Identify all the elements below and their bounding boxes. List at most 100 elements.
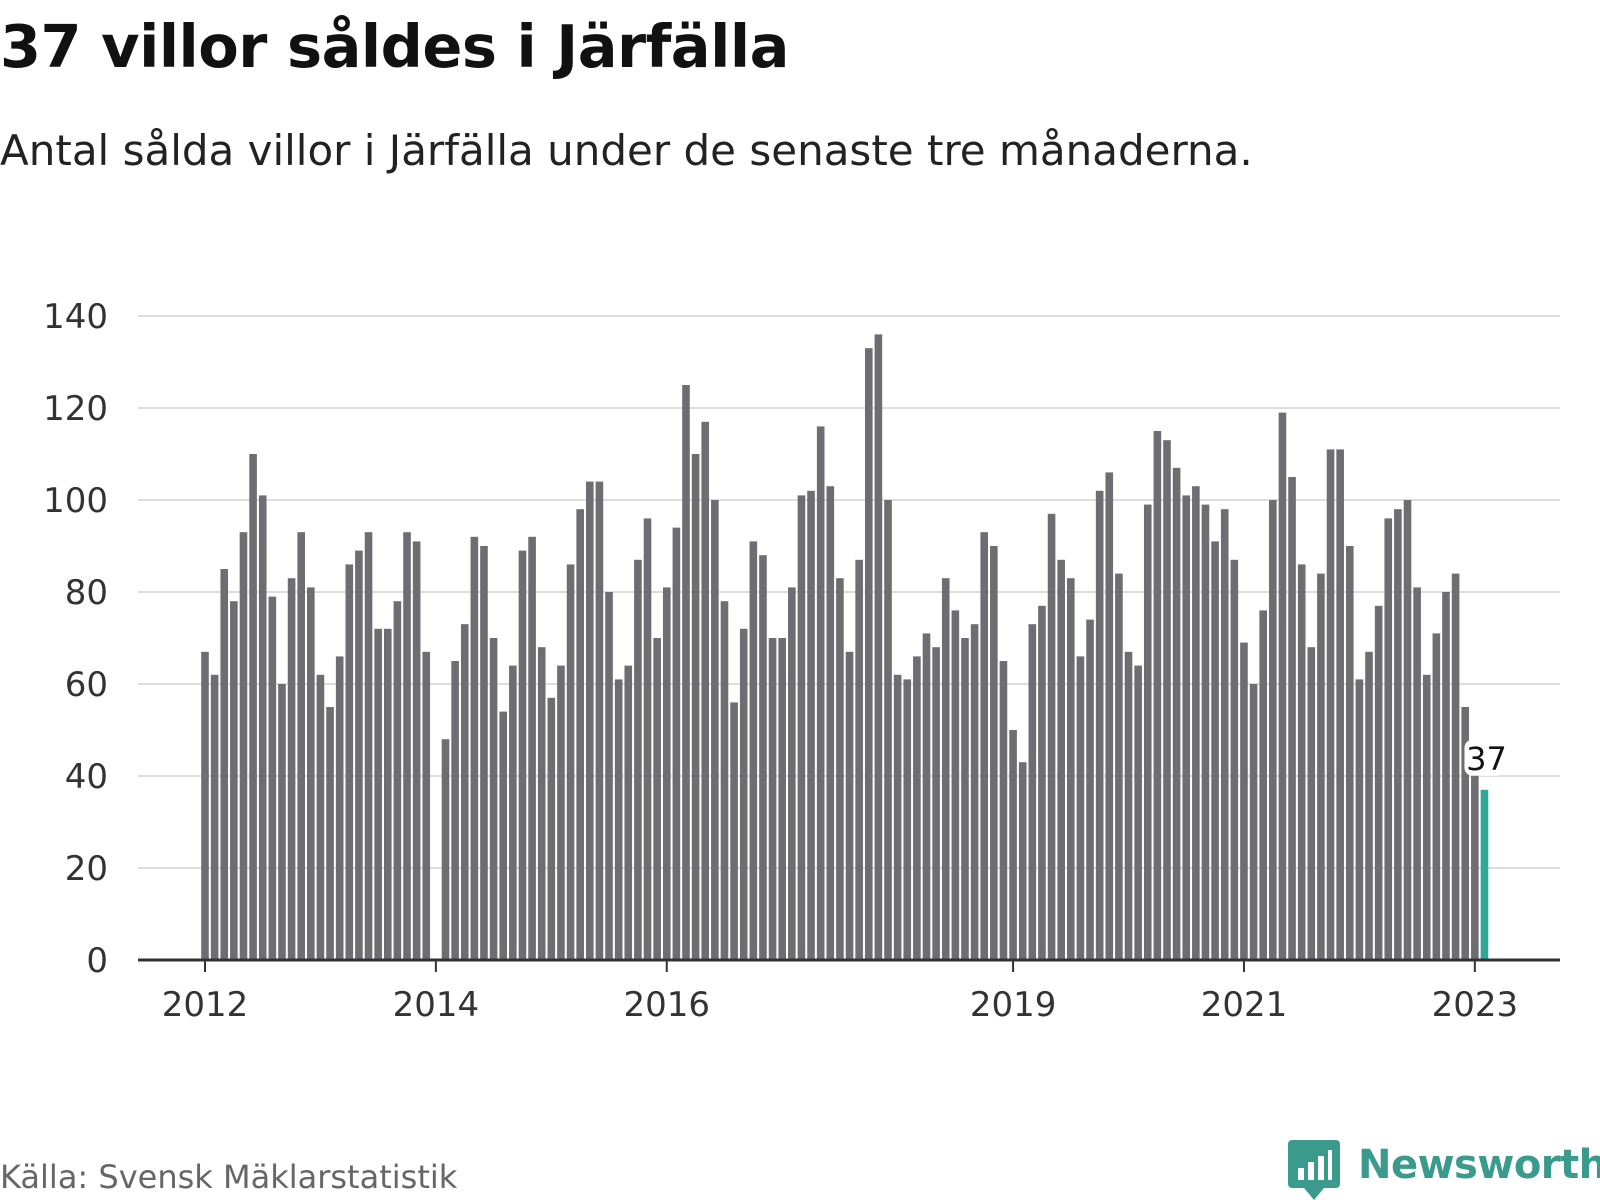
bar	[961, 638, 969, 960]
data-label: 37	[1466, 740, 1507, 778]
bar	[662, 587, 671, 960]
bar	[1249, 684, 1258, 960]
source-note: Källa: Svensk Mäklarstatistik	[0, 1158, 458, 1196]
bar	[239, 532, 248, 960]
bar	[749, 541, 758, 960]
bar	[730, 702, 738, 960]
y-tick-label: 80	[65, 573, 108, 613]
bar	[1403, 500, 1412, 960]
bar	[403, 532, 411, 960]
bar	[1422, 674, 1431, 960]
bar	[1413, 587, 1421, 960]
bar	[1211, 541, 1219, 960]
bar	[307, 587, 315, 960]
bar	[922, 633, 931, 960]
y-tick-label: 0	[86, 941, 108, 981]
y-tick-label: 20	[65, 849, 108, 889]
bar	[499, 711, 508, 960]
bar	[1297, 564, 1306, 960]
bars	[201, 334, 1489, 961]
bar	[816, 426, 825, 960]
bar	[509, 665, 517, 960]
bar	[807, 490, 815, 960]
bar	[1336, 449, 1344, 960]
bar	[1259, 610, 1267, 960]
y-tick-label: 140	[43, 297, 108, 337]
data-label-background	[1464, 739, 1505, 776]
bar	[451, 661, 459, 960]
bar	[278, 684, 286, 960]
bar	[537, 647, 546, 960]
bar	[980, 532, 989, 960]
bar	[576, 509, 584, 960]
newsworthy-logo: Newsworthy	[1288, 1140, 1600, 1200]
bar	[1047, 513, 1056, 960]
bar	[1086, 619, 1094, 960]
bar	[460, 624, 469, 960]
bar	[778, 638, 786, 960]
x-tick-label: 2023	[1432, 985, 1519, 1025]
bar	[893, 674, 902, 960]
bar	[316, 674, 325, 960]
x-tick-label: 2012	[162, 985, 249, 1025]
bar	[1345, 546, 1354, 960]
x-tick-label: 2019	[970, 985, 1057, 1025]
bar	[1374, 605, 1383, 960]
bar	[1201, 504, 1210, 960]
bar	[1461, 707, 1470, 960]
bar	[701, 421, 710, 960]
bar	[1038, 605, 1046, 960]
bar-highlight	[1480, 789, 1489, 960]
bar	[518, 550, 527, 960]
bar	[557, 665, 565, 960]
bar	[422, 651, 431, 960]
bar	[1192, 486, 1200, 960]
bar	[768, 638, 777, 960]
bar	[864, 348, 873, 960]
bar	[1317, 573, 1325, 960]
bar	[1172, 467, 1181, 960]
bar	[643, 518, 652, 960]
bar	[249, 454, 257, 960]
bar	[1028, 624, 1037, 960]
data-labels: 37	[1464, 739, 1507, 778]
bar	[759, 555, 767, 960]
chart-subtitle: Antal sålda villor i Järfälla under de s…	[0, 126, 1253, 175]
bar	[364, 532, 373, 960]
x-tick-label: 2016	[623, 985, 710, 1025]
bar	[913, 656, 921, 960]
bar	[1018, 762, 1027, 960]
bar	[1471, 766, 1479, 960]
bar	[335, 656, 344, 960]
bar	[1057, 559, 1065, 960]
bar	[547, 697, 556, 960]
bar	[480, 546, 488, 960]
bar	[826, 486, 835, 960]
bar	[528, 536, 536, 960]
bar	[441, 739, 450, 960]
bar	[355, 550, 363, 960]
chart-title: 37 villor såldes i Järfälla	[0, 12, 789, 81]
bar	[1269, 500, 1277, 960]
y-axis-ticks: 0 20 40 60 80 100 120 140	[43, 297, 108, 981]
bar	[855, 559, 863, 960]
bar	[941, 578, 950, 960]
bar	[903, 679, 912, 960]
x-tick-label: 2014	[393, 985, 480, 1025]
bar	[586, 481, 594, 960]
bar	[634, 559, 642, 960]
newsworthy-chart-icon	[1288, 1140, 1340, 1200]
bar	[951, 610, 960, 960]
bar	[1153, 431, 1162, 960]
bar	[1432, 633, 1441, 960]
bar	[210, 674, 219, 960]
x-tick-label: 2021	[1201, 985, 1288, 1025]
bar	[1326, 449, 1335, 960]
bar	[990, 546, 998, 960]
bar	[1288, 477, 1296, 960]
bar	[374, 628, 382, 960]
bar	[682, 385, 690, 960]
bar	[691, 454, 700, 960]
bar	[1076, 656, 1085, 960]
